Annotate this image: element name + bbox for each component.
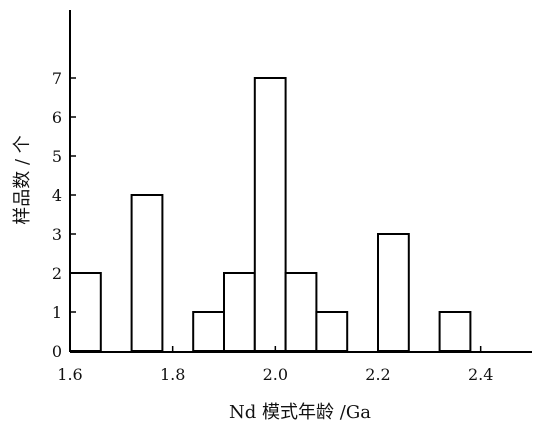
y-tick-label-7: 7 bbox=[52, 69, 62, 88]
bars-layer bbox=[69, 77, 472, 352]
axes-layer bbox=[69, 10, 532, 353]
histogram-bar-9 bbox=[438, 311, 472, 352]
y-tick-label-4: 4 bbox=[52, 186, 62, 205]
x-tick-label-1.6: 1.6 bbox=[57, 365, 82, 384]
y-tick-label-6: 6 bbox=[52, 108, 62, 127]
histogram-bar-4 bbox=[223, 272, 256, 352]
y-tick-label-2: 2 bbox=[52, 264, 62, 283]
histogram-bar-6 bbox=[284, 272, 318, 352]
x-tick-label-2.0: 2.0 bbox=[263, 365, 288, 384]
x-tick-label-1.8: 1.8 bbox=[160, 365, 185, 384]
histogram-bar-5 bbox=[253, 77, 287, 352]
y-tick-label-3: 3 bbox=[52, 225, 62, 244]
histogram-bar-8 bbox=[377, 233, 410, 352]
y-tick-label-1: 1 bbox=[52, 303, 62, 322]
x-tick-label-2.2: 2.2 bbox=[365, 365, 390, 384]
ticks-layer: 0 1 2 3 4 5 6 7 1.6 1.8 2.0 2.2 2.4 bbox=[52, 69, 494, 384]
y-axis-title: 样品数 / 个 bbox=[12, 135, 33, 225]
x-axis-title: Nd 模式年龄 /Ga bbox=[229, 402, 371, 423]
y-tick-label-5: 5 bbox=[52, 147, 62, 166]
histogram-bar-3 bbox=[192, 311, 225, 352]
histogram-bar-7 bbox=[315, 311, 349, 352]
histogram-bar-2 bbox=[130, 194, 164, 352]
x-tick-label-2.4: 2.4 bbox=[468, 365, 493, 384]
y-tick-label-0: 0 bbox=[52, 342, 62, 361]
